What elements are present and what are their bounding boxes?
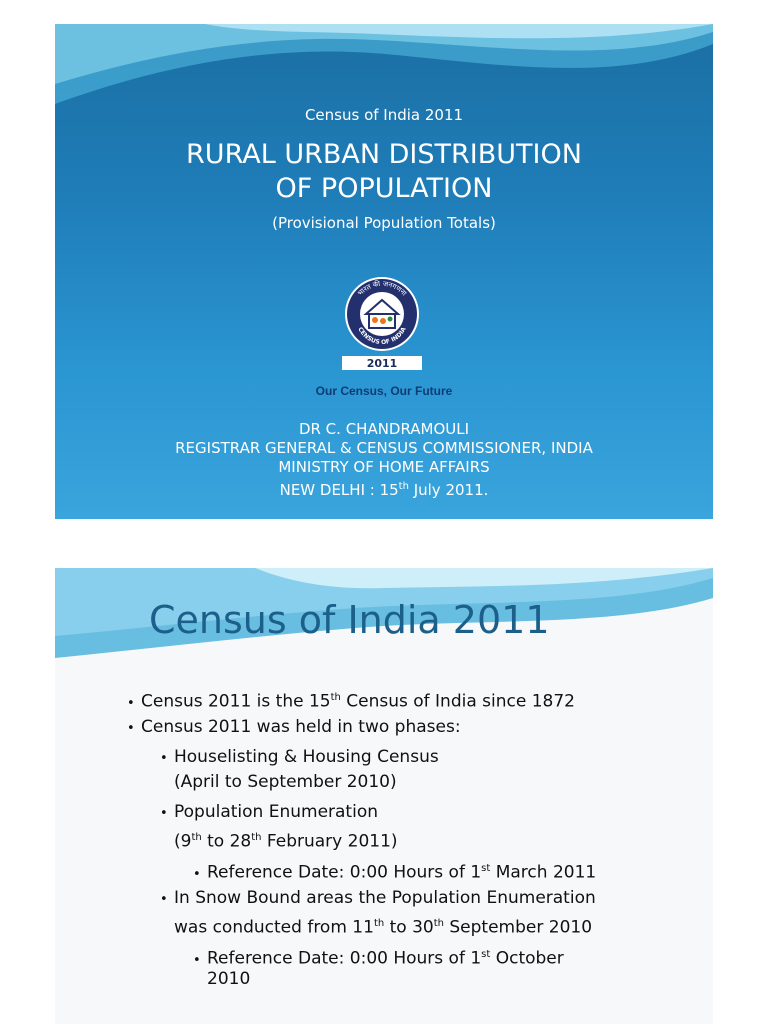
slide-parenthetical: (Provisional Population Totals) <box>272 214 496 232</box>
ministry: MINISTRY OF HOME AFFAIRS <box>278 458 490 476</box>
title-line-1: RURAL URBAN DISTRIBUTION <box>186 139 582 170</box>
bullet-item: • Population Enumeration <box>160 802 378 822</box>
bullet-item: • Reference Date: 0:00 Hours of 1st March… <box>193 862 597 883</box>
bullet-continuation: was conducted from 11th to 30th Septembe… <box>174 917 593 938</box>
author-role: REGISTRAR GENERAL & CENSUS COMMISSIONER,… <box>175 439 593 457</box>
content-slide: Census of India 2011 • Census 2011 is the… <box>55 568 713 1024</box>
motto: Our Census, Our Future <box>315 384 453 398</box>
slide-2-title: Census of India 2011 <box>149 598 550 642</box>
bullet-continuation: (9th to 28th February 2011) <box>174 831 398 852</box>
bullet-item: • In Snow Bound areas the Population Enum… <box>160 888 596 908</box>
title-line-2: OF POPULATION <box>275 173 493 204</box>
logo-year: 2011 <box>367 357 398 370</box>
bullet-item: • Census 2011 was held in two phases: <box>127 717 461 737</box>
author-name: DR C. CHANDRAMOULI <box>298 420 470 438</box>
wave-decoration-2 <box>55 568 713 658</box>
bullet-continuation: (April to September 2010) <box>174 772 397 792</box>
census-logo: भारत की जनगणना CENSUS OF INDIA 2011 <box>342 277 422 370</box>
slide-subtitle: Census of India 2011 <box>304 106 464 124</box>
author-block: DR C. CHANDRAMOULI REGISTRAR GENERAL & C… <box>55 420 713 500</box>
slide-title: RURAL URBAN DISTRIBUTION OF POPULATION <box>55 138 713 206</box>
bullet-item: • Houselisting & Housing Census <box>160 747 439 767</box>
title-slide: Census of India 2011 RURAL URBAN DISTRIB… <box>55 24 713 519</box>
bullet-item: • Reference Date: 0:00 Hours of 1st Octob… <box>193 948 564 969</box>
bullet-continuation: 2010 <box>207 969 251 989</box>
bullet-item: • Census 2011 is the 15th Census of India… <box>127 691 575 712</box>
wave-decoration <box>55 24 713 104</box>
date-line: NEW DELHI : 15th July 2011. <box>279 481 489 499</box>
